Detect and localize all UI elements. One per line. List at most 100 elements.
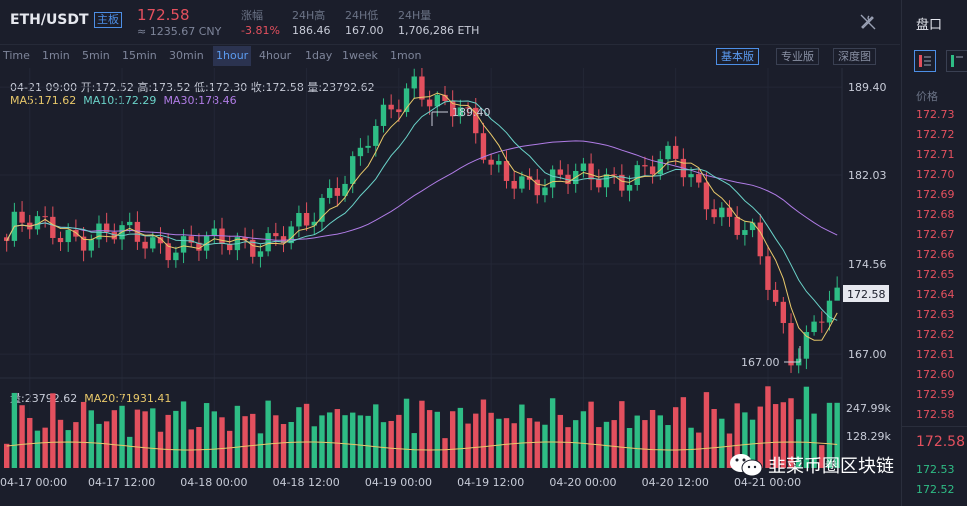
candle (342, 183, 348, 196)
low-annotation: 167.00 (741, 356, 780, 369)
ask-price[interactable]: 172.68 (916, 208, 955, 221)
volume-bar (388, 420, 394, 468)
candle (626, 185, 633, 191)
volume-bar (726, 433, 733, 468)
candle (211, 228, 217, 236)
volume-bar (219, 417, 225, 468)
ask-price[interactable]: 172.63 (916, 308, 955, 321)
orderbook-both-icon (919, 55, 931, 67)
candle (649, 166, 656, 175)
tf-1mon[interactable]: 1mon (390, 49, 422, 62)
volume-bar (703, 392, 710, 468)
candle (80, 236, 87, 251)
volume-bar (465, 423, 471, 468)
volume-bar (442, 438, 448, 468)
ask-price[interactable]: 172.70 (916, 168, 955, 181)
candle (226, 244, 233, 251)
candle (288, 226, 294, 244)
volume-bar (11, 392, 18, 468)
candle (373, 125, 379, 146)
orderbook-asks-toggle[interactable] (946, 50, 967, 72)
volume-bar (111, 410, 118, 468)
tf-time[interactable]: Time (3, 49, 30, 62)
wechat-icon (730, 454, 763, 477)
orderbook-both-toggle[interactable] (914, 50, 936, 72)
volume-bars (4, 386, 840, 468)
vol-ma20-label: MA20:71931.41 (84, 392, 172, 405)
candle (396, 109, 402, 113)
candlestick-chart[interactable]: 189.40 182.03 174.56 167.00 247.99k 128.29k 04… (0, 68, 900, 506)
volume-bar (826, 402, 833, 468)
tf-15min[interactable]: 15min (122, 49, 157, 62)
ask-price[interactable]: 172.59 (916, 388, 955, 401)
stat-value-low: 167.00 (345, 24, 384, 37)
candle (742, 230, 748, 235)
volume-bar (34, 430, 41, 468)
volume-bar (242, 416, 248, 468)
view-basic-button[interactable]: 基本版 (716, 48, 759, 65)
time-axis-label: 04-20 12:00 (642, 476, 709, 489)
volume-bar (373, 404, 379, 468)
volume-bar (803, 386, 810, 468)
time-axis-label: 04-17 00:00 (0, 476, 67, 489)
volume-bar (57, 419, 64, 468)
volume-bar (4, 443, 10, 468)
tf-30min[interactable]: 30min (169, 49, 204, 62)
bid-price[interactable]: 172.53 (916, 463, 955, 476)
tf-1hour[interactable]: 1hour (213, 46, 252, 66)
ask-price[interactable]: 172.71 (916, 148, 955, 161)
candle (473, 107, 479, 134)
tf-1min[interactable]: 1min (42, 49, 70, 62)
candle (596, 179, 602, 188)
candle (457, 107, 464, 117)
orderbook-price-header: 价格 (916, 90, 938, 103)
high-annotation: 189.40 (452, 106, 491, 119)
candle (357, 147, 364, 157)
tf-5min[interactable]: 5min (82, 49, 110, 62)
ask-price[interactable]: 172.64 (916, 288, 955, 301)
ask-price[interactable]: 172.60 (916, 368, 955, 381)
ask-price[interactable]: 172.67 (916, 228, 955, 241)
candle (749, 222, 756, 231)
candle (411, 76, 417, 89)
volume-bar (819, 445, 825, 468)
volume-bar (250, 413, 256, 468)
tf-1day[interactable]: 1day (305, 49, 333, 62)
indicator-settings-icon[interactable] (858, 12, 878, 36)
candle (757, 222, 763, 257)
view-depth-button[interactable]: 深度图 (833, 48, 876, 65)
candle (611, 174, 617, 176)
ask-price[interactable]: 172.73 (916, 108, 955, 121)
tf-4hour[interactable]: 4hour (259, 49, 292, 62)
stat-value-volume: 1,706,286 ETH (398, 24, 480, 37)
volume-bar (657, 415, 663, 468)
candle (42, 216, 48, 218)
volume-bar (365, 415, 371, 468)
ask-price[interactable]: 172.72 (916, 128, 955, 141)
volume-bar (27, 417, 33, 468)
candle (180, 236, 187, 253)
candle (319, 197, 325, 222)
volume-legend: 量:23792.62 MA20:71931.41 (10, 390, 171, 406)
volume-bar (303, 403, 310, 468)
volume-bar (350, 412, 356, 468)
view-pro-button[interactable]: 专业版 (776, 48, 819, 65)
ask-price[interactable]: 172.66 (916, 248, 955, 261)
candle (188, 236, 194, 243)
ask-price[interactable]: 172.61 (916, 348, 955, 361)
volume-bar (757, 406, 763, 468)
timeframe-bar: Time 1min 5min 15min 30min 1hour 4hour 1… (0, 45, 900, 67)
ask-price[interactable]: 172.58 (916, 408, 955, 421)
candle (834, 287, 840, 301)
stat-value-high: 186.46 (292, 24, 331, 37)
ask-price[interactable]: 172.69 (916, 188, 955, 201)
pair-name[interactable]: ETH/USDT (10, 12, 89, 28)
bid-price[interactable]: 172.52 (916, 483, 955, 496)
ask-price[interactable]: 172.65 (916, 268, 955, 281)
ma-legend: MA5:171.62 MA10:172.29 MA30:178.46 (10, 94, 237, 107)
volume-bar (288, 421, 294, 468)
volume-bar (165, 414, 171, 468)
ask-price[interactable]: 172.62 (916, 328, 955, 341)
volume-bar (334, 409, 341, 468)
tf-1week[interactable]: 1week (342, 49, 378, 62)
